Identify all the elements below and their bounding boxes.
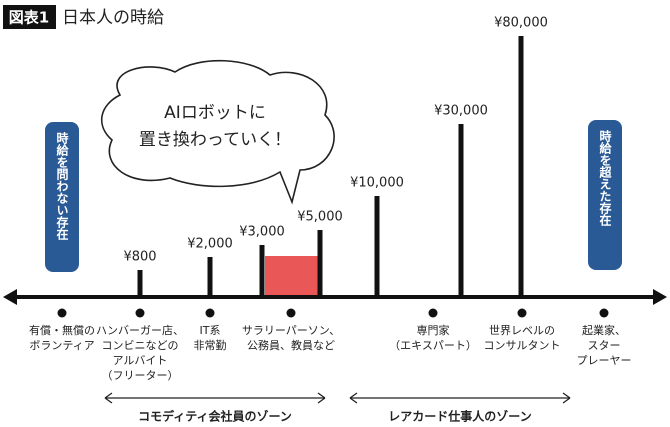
item-label: アルバイト (113, 354, 168, 367)
wage-label: ¥10,000 (350, 176, 404, 191)
highlight-block (265, 256, 318, 297)
left-box-text: 時給を問わない存在 (55, 131, 69, 241)
right-box (588, 120, 622, 270)
item-label: ハンバーガー店、 (96, 323, 184, 337)
left-box (45, 122, 79, 272)
axis-dot (205, 308, 215, 318)
zone-arrow (349, 392, 571, 404)
right-box-text: 時給を超えた存在 (598, 129, 612, 227)
item-label: 世界レベルの (489, 324, 555, 337)
item-label: コンビニなどの (102, 339, 179, 352)
axis-dot (599, 308, 609, 318)
speech-bubble (100, 59, 335, 205)
wage-label: ¥800 (123, 250, 156, 265)
item-label: （エキスパート） (389, 339, 477, 352)
axis-dot (135, 308, 145, 318)
wage-label: ¥30,000 (434, 104, 488, 119)
wage-label: ¥3,000 (239, 225, 285, 240)
axis-dot (517, 308, 527, 318)
item-label: スター (588, 339, 621, 352)
badge: 図表1 (9, 9, 49, 27)
item-label: サラリーパーソン、 (242, 324, 340, 337)
axis-dot (428, 308, 438, 318)
badge-bg (3, 5, 56, 29)
title: 日本人の時給 (62, 8, 164, 28)
wage-label: ¥80,000 (494, 16, 548, 31)
item-label: 公務員、教員など (247, 338, 335, 352)
item-label: コンサルタント (484, 339, 561, 352)
axis-dot (57, 308, 67, 318)
item-label: （フリーター） (102, 369, 179, 382)
bubble-line: AIロボットに (164, 103, 266, 123)
axis-dot (286, 308, 296, 318)
item-label: 有償・無償の (29, 323, 95, 337)
zone-arrow (104, 392, 326, 404)
zone-label: レアカード仕事人のゾーン (388, 409, 531, 424)
item-label: 起業家、 (582, 323, 626, 337)
item-label: 非常勤 (194, 339, 227, 352)
item-label: ボランティア (29, 339, 94, 352)
item-label: IT系 (200, 324, 221, 337)
wage-label: ¥2,000 (187, 237, 233, 252)
item-label: プレーヤー (577, 354, 632, 367)
bubble-line: 置き換わっていく！ (139, 130, 291, 150)
wage-label: ¥5,000 (297, 210, 343, 225)
zone-label: コモディティ会社員のゾーン (138, 409, 292, 424)
item-label: 専門家 (417, 323, 450, 337)
